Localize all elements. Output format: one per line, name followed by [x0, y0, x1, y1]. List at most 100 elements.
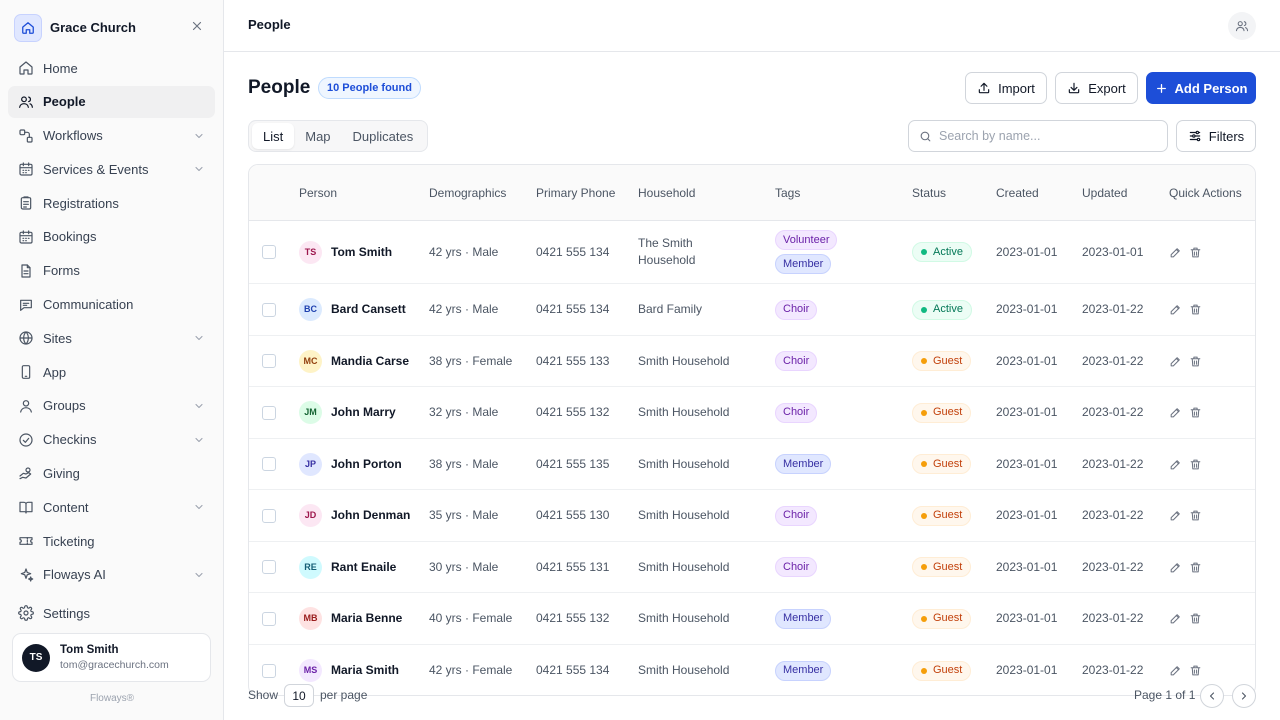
- person-name[interactable]: Maria Smith: [331, 663, 400, 677]
- sidebar-item-forms[interactable]: Forms: [8, 255, 215, 287]
- edit-icon[interactable]: [1169, 509, 1182, 522]
- edit-icon[interactable]: [1169, 303, 1182, 316]
- sidebar-item-ticketing[interactable]: Ticketing: [8, 525, 215, 557]
- sidebar-item-content[interactable]: Content: [8, 491, 215, 523]
- edit-icon[interactable]: [1169, 406, 1182, 419]
- previous-page-button[interactable]: [1200, 684, 1224, 708]
- table-row[interactable]: JD John Denman 35 yrs · Male 0421 555 13…: [249, 490, 1255, 542]
- column-header-updated[interactable]: Updated: [1082, 185, 1128, 200]
- chevron-down-icon[interactable]: [193, 332, 205, 344]
- import-button[interactable]: Import: [965, 72, 1047, 104]
- chevron-down-icon[interactable]: [193, 569, 205, 581]
- person-name[interactable]: John Marry: [331, 405, 396, 419]
- edit-icon[interactable]: [1169, 246, 1182, 259]
- person-name[interactable]: Rant Enaile: [331, 559, 397, 574]
- table-row[interactable]: BC Bard Cansett 42 yrs · Male 0421 555 1…: [249, 284, 1255, 336]
- sidebar-item-groups[interactable]: Groups: [8, 390, 215, 422]
- row-checkbox[interactable]: [262, 457, 276, 471]
- chevron-down-icon[interactable]: [193, 501, 205, 513]
- tags-cell: Choir: [775, 490, 905, 541]
- column-header-primary-phone[interactable]: Primary Phone: [536, 185, 616, 200]
- trash-icon[interactable]: [1189, 509, 1202, 522]
- person-name[interactable]: Tom Smith: [331, 244, 393, 259]
- edit-icon[interactable]: [1169, 355, 1182, 368]
- filters-button[interactable]: Filters: [1176, 120, 1256, 152]
- chevron-down-icon[interactable]: [193, 400, 205, 412]
- export-button[interactable]: Export: [1055, 72, 1138, 104]
- column-header-quick-actions[interactable]: Quick Actions: [1169, 185, 1242, 200]
- sidebar-item-checkins[interactable]: Checkins: [8, 424, 215, 456]
- column-header-created[interactable]: Created: [996, 185, 1039, 200]
- row-checkbox[interactable]: [262, 245, 276, 259]
- trash-icon[interactable]: [1189, 458, 1202, 471]
- trash-icon[interactable]: [1189, 246, 1202, 259]
- row-checkbox[interactable]: [262, 611, 276, 626]
- chevron-down-icon[interactable]: [193, 434, 205, 446]
- person-name[interactable]: Mandia Carse: [331, 353, 410, 368]
- row-checkbox[interactable]: [262, 354, 276, 368]
- sidebar-item-communication[interactable]: Communication: [8, 289, 215, 321]
- table-row[interactable]: TS Tom Smith 42 yrs · Male 0421 555 134 …: [249, 221, 1255, 284]
- per-page-select[interactable]: 10: [284, 684, 314, 707]
- trash-icon[interactable]: [1189, 303, 1202, 316]
- sidebar-item-home[interactable]: Home: [8, 52, 215, 84]
- sidebar-item-settings[interactable]: Settings: [8, 597, 215, 629]
- column-header-person[interactable]: Person: [299, 185, 338, 200]
- person-name[interactable]: John Porton: [331, 456, 402, 471]
- trash-icon[interactable]: [1189, 561, 1202, 574]
- person-name[interactable]: Maria Benne: [331, 611, 403, 625]
- edit-icon[interactable]: [1169, 458, 1182, 471]
- column-header-demographics[interactable]: Demographics: [429, 185, 507, 200]
- edit-icon[interactable]: [1169, 612, 1182, 625]
- phone: 0421 555 134: [536, 663, 610, 677]
- add-person-button[interactable]: Add Person: [1146, 72, 1256, 104]
- sidebar-item-floways-ai[interactable]: Floways AI: [8, 559, 215, 591]
- chevron-down-icon[interactable]: [193, 163, 205, 175]
- row-checkbox[interactable]: [262, 560, 276, 574]
- trash-icon[interactable]: [1189, 406, 1202, 419]
- person-name[interactable]: John Denman: [331, 508, 411, 522]
- sidebar-item-bookings[interactable]: Bookings: [8, 221, 215, 253]
- column-header-tags[interactable]: Tags: [775, 185, 801, 200]
- person-name[interactable]: Bard Cansett: [331, 302, 406, 316]
- avatar: TS: [299, 240, 322, 264]
- user-card[interactable]: TS Tom Smith tom@gracechurch.com: [12, 633, 211, 682]
- tab-list[interactable]: List: [252, 123, 295, 149]
- table-row[interactable]: MS Maria Smith 42 yrs · Female 0421 555 …: [249, 645, 1255, 695]
- tab-map[interactable]: Map: [305, 128, 331, 144]
- column-header-status[interactable]: Status: [912, 185, 947, 200]
- trash-icon[interactable]: [1189, 355, 1202, 368]
- row-checkbox[interactable]: [262, 508, 276, 523]
- sidebar-item-registrations[interactable]: Registrations: [8, 187, 215, 219]
- people-switcher-button[interactable]: [1228, 12, 1256, 40]
- sidebar-item-giving[interactable]: Giving: [8, 458, 215, 490]
- sidebar-item-services-events[interactable]: Services & Events: [8, 153, 215, 185]
- household: Smith Household: [638, 405, 730, 419]
- row-checkbox[interactable]: [262, 663, 276, 678]
- sidebar-item-app[interactable]: App: [8, 356, 215, 388]
- demographics: 42 yrs · Female: [429, 663, 513, 677]
- close-sidebar-icon[interactable]: [190, 19, 204, 33]
- next-page-button[interactable]: [1232, 684, 1256, 708]
- status-label: Guest: [933, 560, 963, 573]
- chevron-down-icon[interactable]: [193, 130, 205, 142]
- table-row[interactable]: MB Maria Benne 40 yrs · Female 0421 555 …: [249, 593, 1255, 645]
- trash-icon[interactable]: [1189, 612, 1202, 625]
- column-header-household[interactable]: Household: [638, 185, 696, 200]
- edit-icon[interactable]: [1169, 561, 1182, 574]
- row-checkbox[interactable]: [262, 302, 276, 317]
- table-row[interactable]: RE Rant Enaile 30 yrs · Male 0421 555 13…: [249, 542, 1255, 593]
- table-row[interactable]: MC Mandia Carse 38 yrs · Female 0421 555…: [249, 336, 1255, 387]
- updated-date: 2023-01-22: [1082, 559, 1144, 574]
- sidebar-item-workflows[interactable]: Workflows: [8, 120, 215, 152]
- trash-icon[interactable]: [1189, 664, 1202, 677]
- sidebar-item-sites[interactable]: Sites: [8, 322, 215, 354]
- table-row[interactable]: JP John Porton 38 yrs · Male 0421 555 13…: [249, 439, 1255, 490]
- updated-date: 2023-01-22: [1082, 663, 1144, 677]
- tab-duplicates[interactable]: Duplicates: [352, 128, 414, 144]
- table-row[interactable]: JM John Marry 32 yrs · Male 0421 555 132…: [249, 387, 1255, 439]
- row-checkbox[interactable]: [262, 405, 276, 420]
- search-input[interactable]: [939, 129, 1154, 143]
- edit-icon[interactable]: [1169, 664, 1182, 677]
- sidebar-item-people[interactable]: People: [8, 85, 215, 118]
